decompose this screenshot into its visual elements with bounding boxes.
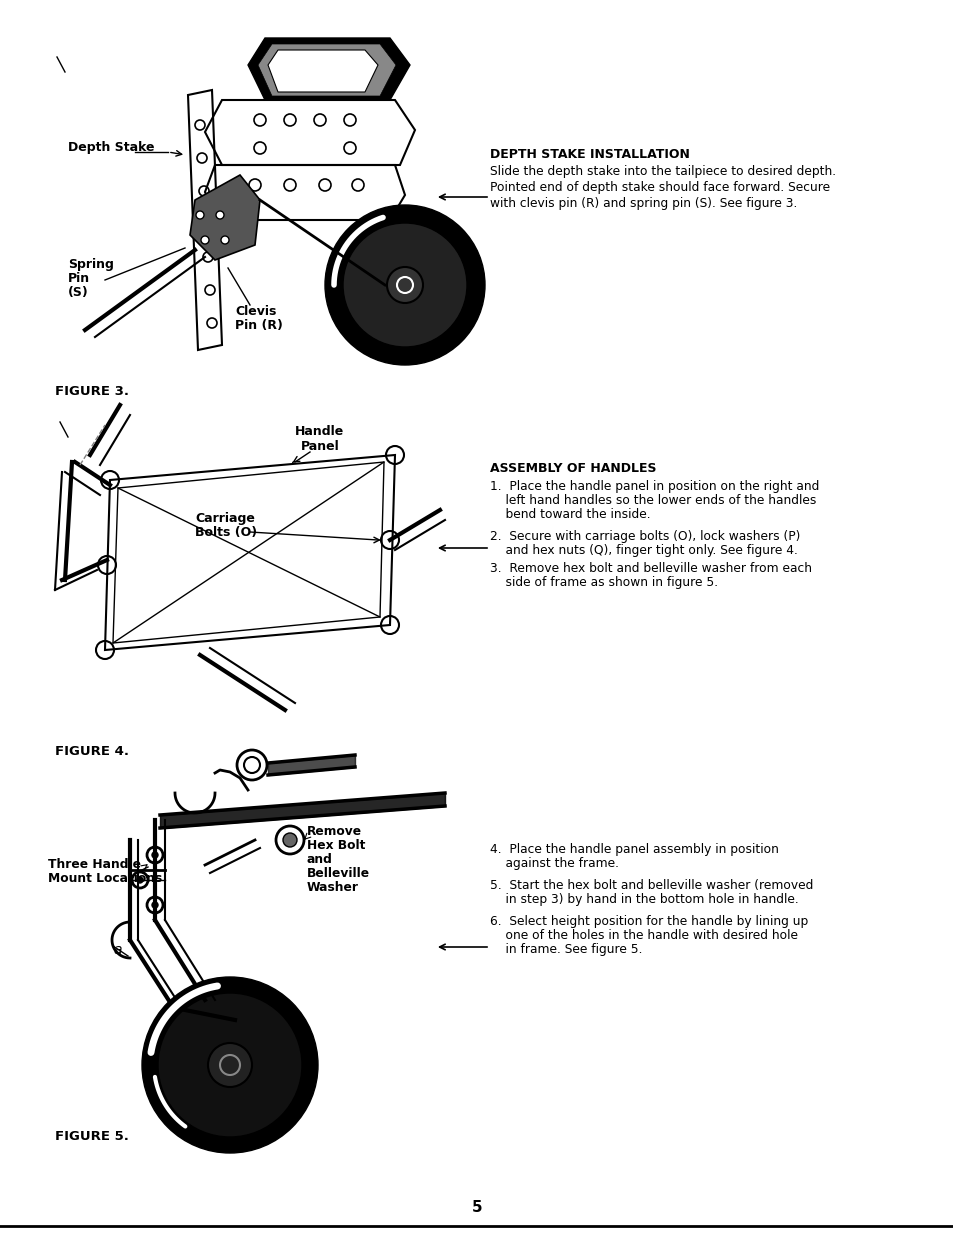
Polygon shape: [257, 44, 395, 96]
Text: 1.  Place the handle panel in position on the right and: 1. Place the handle panel in position on…: [490, 480, 819, 493]
Text: Three Handle: Three Handle: [48, 858, 141, 871]
Text: in frame. See figure 5.: in frame. See figure 5.: [490, 943, 641, 956]
Circle shape: [137, 877, 143, 883]
Text: FIGURE 4.: FIGURE 4.: [55, 745, 129, 758]
Text: bend toward the inside.: bend toward the inside.: [490, 508, 650, 521]
Text: and hex nuts (Q), finger tight only. See figure 4.: and hex nuts (Q), finger tight only. See…: [490, 545, 797, 557]
Polygon shape: [268, 50, 377, 92]
Circle shape: [215, 211, 224, 219]
Circle shape: [152, 852, 158, 858]
Text: Hex Bolt: Hex Bolt: [307, 839, 365, 852]
Text: against the frame.: against the frame.: [490, 857, 618, 870]
Text: 4.  Place the handle panel assembly in position: 4. Place the handle panel assembly in po…: [490, 844, 778, 856]
Circle shape: [325, 206, 484, 365]
Circle shape: [208, 1043, 252, 1087]
Text: Carriage: Carriage: [194, 512, 254, 525]
Text: and: and: [307, 854, 333, 866]
Text: ASSEMBLY OF HANDLES: ASSEMBLY OF HANDLES: [490, 462, 656, 475]
Text: in step 3) by hand in the bottom hole in handle.: in step 3) by hand in the bottom hole in…: [490, 893, 798, 906]
Text: a: a: [112, 943, 121, 957]
Polygon shape: [248, 37, 410, 100]
Text: FIGURE 5.: FIGURE 5.: [55, 1130, 129, 1143]
Text: (S): (S): [68, 287, 89, 299]
Text: Depth Stake: Depth Stake: [68, 142, 154, 155]
Text: Panel: Panel: [300, 440, 339, 454]
Text: 5.  Start the hex bolt and belleville washer (removed: 5. Start the hex bolt and belleville was…: [490, 878, 813, 892]
Text: Bolts (O): Bolts (O): [194, 526, 257, 540]
Text: Clevis: Clevis: [234, 305, 276, 318]
Text: Handle: Handle: [295, 425, 344, 439]
Circle shape: [283, 834, 296, 847]
Text: Remove: Remove: [307, 825, 362, 839]
Text: side of frame as shown in figure 5.: side of frame as shown in figure 5.: [490, 576, 718, 589]
Text: with clevis pin (R) and spring pin (S). See figure 3.: with clevis pin (R) and spring pin (S). …: [490, 197, 797, 211]
Text: left hand handles so the lower ends of the handles: left hand handles so the lower ends of t…: [490, 493, 816, 507]
Text: Washer: Washer: [307, 881, 358, 893]
Text: one of the holes in the handle with desired hole: one of the holes in the handle with desi…: [490, 930, 797, 942]
Text: 5: 5: [471, 1200, 482, 1215]
Text: Pin: Pin: [68, 272, 90, 285]
Circle shape: [387, 267, 422, 303]
Circle shape: [152, 902, 158, 908]
Text: 6.  Select height position for the handle by lining up: 6. Select height position for the handle…: [490, 915, 807, 928]
Circle shape: [201, 235, 209, 244]
Text: Slide the depth stake into the tailpiece to desired depth.: Slide the depth stake into the tailpiece…: [490, 164, 835, 178]
Text: FIGURE 3.: FIGURE 3.: [55, 385, 129, 397]
Polygon shape: [190, 174, 260, 260]
Circle shape: [195, 211, 204, 219]
Text: Pointed end of depth stake should face forward. Secure: Pointed end of depth stake should face f…: [490, 181, 829, 194]
Circle shape: [343, 223, 467, 346]
Text: 2.  Secure with carriage bolts (O), lock washers (P): 2. Secure with carriage bolts (O), lock …: [490, 530, 800, 543]
Text: Spring: Spring: [68, 258, 113, 270]
Circle shape: [158, 993, 302, 1138]
Circle shape: [142, 977, 317, 1153]
Text: Pin (R): Pin (R): [234, 319, 283, 331]
Text: Belleville: Belleville: [307, 867, 370, 880]
Text: 3.  Remove hex bolt and belleville washer from each: 3. Remove hex bolt and belleville washer…: [490, 562, 811, 574]
Text: Mount Locations: Mount Locations: [48, 872, 162, 885]
Circle shape: [221, 235, 229, 244]
Text: DEPTH STAKE INSTALLATION: DEPTH STAKE INSTALLATION: [490, 148, 689, 161]
